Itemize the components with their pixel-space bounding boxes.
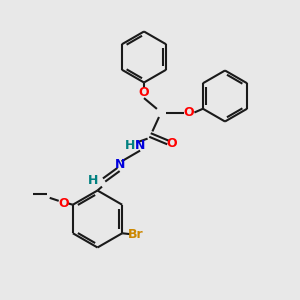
Text: N: N bbox=[135, 139, 145, 152]
Text: O: O bbox=[139, 86, 149, 100]
Text: H: H bbox=[88, 173, 98, 187]
Text: H: H bbox=[125, 139, 136, 152]
Text: O: O bbox=[184, 106, 194, 119]
Text: O: O bbox=[58, 197, 68, 210]
Text: Br: Br bbox=[128, 228, 143, 241]
Text: O: O bbox=[166, 137, 177, 150]
Text: N: N bbox=[115, 158, 125, 172]
